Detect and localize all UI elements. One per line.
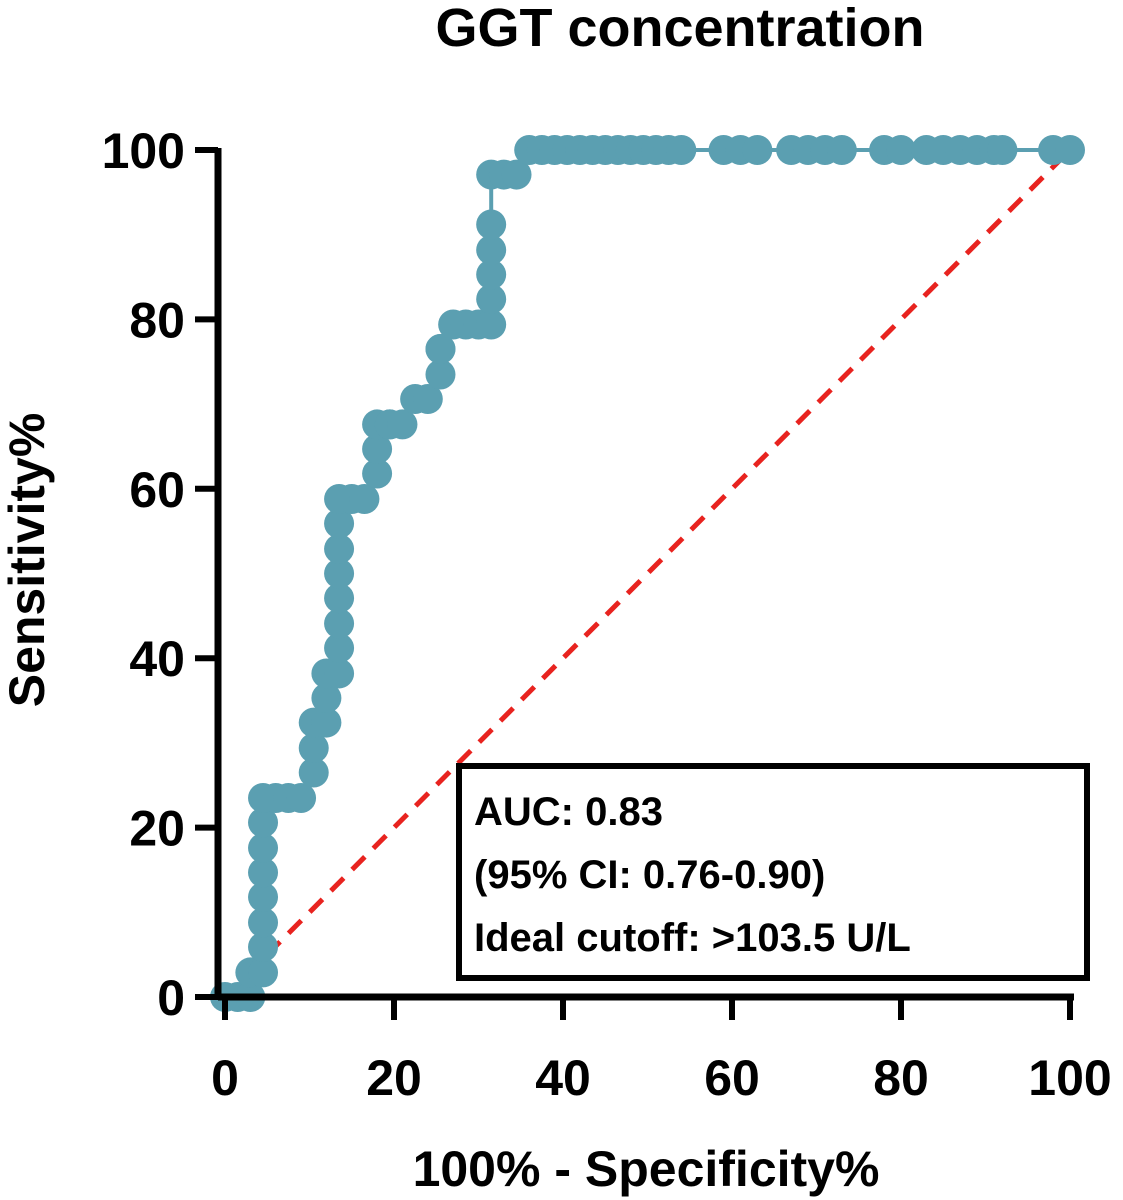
roc-point xyxy=(286,782,317,813)
x-tick-label: 40 xyxy=(535,1050,591,1106)
roc-point xyxy=(826,135,857,165)
ticks-layer: 0 20 40 60 80 100 0 20 40 60 80 100 xyxy=(102,123,1112,1106)
x-tick-label: 20 xyxy=(366,1050,422,1106)
y-tick-label: 40 xyxy=(129,631,185,687)
annotation-cutoff: Ideal cutoff: >103.5 U/L xyxy=(474,916,911,960)
roc-point xyxy=(248,907,279,938)
roc-point xyxy=(742,135,773,165)
y-tick-label: 60 xyxy=(129,462,185,518)
roc-point xyxy=(311,683,342,714)
y-tick-label: 20 xyxy=(129,801,185,857)
x-tick-label: 80 xyxy=(873,1050,929,1106)
roc-point xyxy=(476,209,507,240)
roc-point xyxy=(476,284,507,315)
chart-title: GGT concentration xyxy=(435,0,924,58)
roc-point xyxy=(1055,135,1085,165)
roc-point xyxy=(501,159,532,190)
roc-point xyxy=(298,757,329,788)
roc-point xyxy=(248,932,279,963)
y-tick-label: 100 xyxy=(102,123,185,179)
y-tick-label: 80 xyxy=(129,292,185,348)
y-tick-label: 0 xyxy=(157,970,185,1026)
roc-point xyxy=(248,832,279,863)
x-tick-label: 100 xyxy=(1028,1050,1111,1106)
roc-point xyxy=(412,384,443,415)
roc-point xyxy=(387,409,418,440)
roc-point xyxy=(349,483,380,514)
roc-point xyxy=(324,508,355,539)
roc-point xyxy=(425,334,456,365)
roc-point xyxy=(476,234,507,265)
roc-point xyxy=(248,857,279,888)
y-axis-label: Sensitivity% xyxy=(0,413,55,708)
roc-point xyxy=(886,135,916,165)
roc-point xyxy=(324,633,355,664)
reference-line-layer xyxy=(223,148,1072,999)
roc-point xyxy=(311,707,342,738)
roc-point xyxy=(298,732,329,763)
roc-point xyxy=(987,135,1018,165)
annotation-frame xyxy=(456,763,1090,981)
x-axis-label: 100% - Specificity% xyxy=(413,1141,880,1197)
roc-point xyxy=(324,533,355,564)
roc-point xyxy=(248,957,279,988)
roc-point xyxy=(324,583,355,614)
series-layer xyxy=(210,135,1085,1012)
roc-point xyxy=(324,558,355,589)
annotation-box: AUC: 0.83 (95% CI: 0.76-0.90) Ideal cuto… xyxy=(456,763,1090,981)
x-tick-label: 60 xyxy=(704,1050,760,1106)
annotation-auc: AUC: 0.83 xyxy=(474,790,663,834)
roc-point xyxy=(476,259,507,290)
reference-diagonal-line xyxy=(223,148,1072,999)
roc-point xyxy=(425,359,456,390)
annotation-ci: (95% CI: 0.76-0.90) xyxy=(474,853,825,897)
roc-point xyxy=(666,135,697,165)
roc-point xyxy=(324,608,355,639)
roc-point xyxy=(476,309,507,340)
x-tick-label: 0 xyxy=(211,1050,239,1106)
roc-point xyxy=(362,433,393,464)
roc-point xyxy=(248,882,279,913)
roc-point xyxy=(324,658,355,689)
roc-point xyxy=(362,458,393,489)
roc-point xyxy=(248,807,279,838)
